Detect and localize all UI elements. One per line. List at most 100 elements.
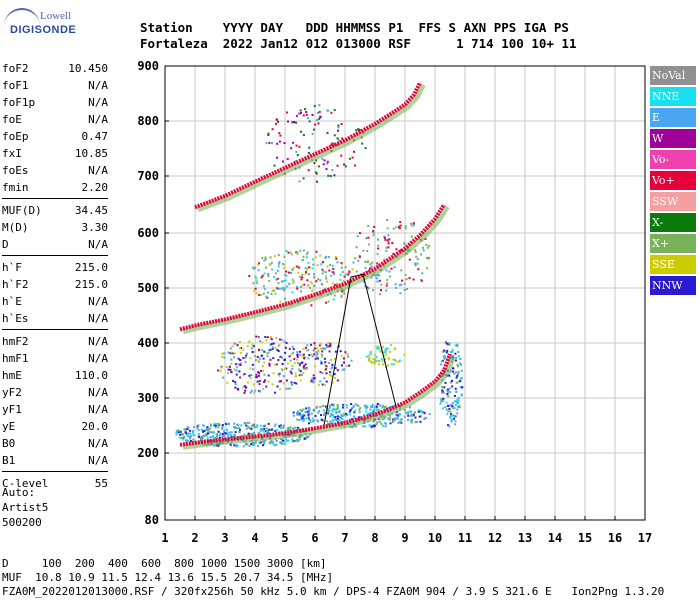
echo-dot	[292, 266, 295, 269]
echo-dot	[310, 353, 313, 356]
param-value: 10.450	[68, 62, 108, 75]
echo-dot	[303, 283, 306, 286]
echo-dot	[399, 413, 402, 416]
echo-dot	[351, 156, 354, 159]
echo-dot	[308, 120, 311, 123]
echo-dot	[369, 408, 372, 411]
echo-dot	[453, 400, 456, 403]
echo-dot	[343, 275, 346, 278]
echo-dot	[225, 366, 228, 368]
echo-dot	[329, 371, 332, 374]
echo-dot	[295, 150, 298, 153]
echo-dot	[327, 256, 330, 258]
echo-dot	[318, 344, 321, 347]
param-row: foEs N/A	[2, 162, 108, 179]
echo-dot	[297, 411, 300, 414]
echo-dot	[271, 346, 274, 349]
echo-dot	[455, 390, 458, 393]
echo-dot	[307, 169, 310, 172]
echo-dot	[382, 424, 385, 427]
echo-dot	[270, 338, 273, 341]
echo-dot	[285, 270, 288, 273]
echo-dot	[237, 357, 240, 360]
echo-dot	[456, 363, 459, 366]
echo-dot	[271, 428, 274, 431]
echo-dot	[380, 358, 383, 361]
echo-dot	[329, 359, 332, 361]
echo-dot	[291, 440, 294, 443]
echo-dot	[371, 361, 374, 364]
echo-dot	[277, 282, 280, 285]
muf-line	[323, 273, 397, 426]
echo-dot	[295, 114, 298, 117]
echo-dot	[442, 397, 445, 400]
echo-dot	[358, 408, 361, 411]
echo-dot	[189, 440, 192, 442]
echo-dot	[248, 421, 251, 424]
echo-dot	[305, 368, 307, 371]
echo-dot	[223, 429, 226, 432]
echo-dot	[319, 371, 322, 374]
echo-dot	[390, 363, 393, 366]
echo-dot	[460, 369, 463, 372]
echo-dot	[276, 269, 279, 272]
param-value: N/A	[88, 335, 108, 348]
echo-dot	[315, 280, 318, 283]
echo-dot	[450, 414, 453, 417]
echo-dot	[358, 129, 361, 132]
echo-dot	[306, 268, 308, 271]
echo-dot	[207, 429, 210, 432]
echo-dot	[253, 431, 256, 434]
echo-dot	[398, 359, 401, 362]
echo-dot	[257, 269, 260, 272]
echo-dot	[314, 415, 317, 417]
echo-dot	[283, 340, 286, 343]
echo-dot	[457, 355, 460, 358]
x-tick-label: 9	[401, 531, 408, 545]
echo-dot	[328, 269, 331, 272]
echo-dot	[451, 404, 454, 407]
echo-dot	[281, 442, 284, 445]
echo-dot	[359, 232, 361, 235]
echo-dot	[256, 282, 259, 285]
echo-dot	[317, 122, 320, 125]
echo-dot	[316, 419, 319, 422]
echo-dot	[326, 280, 328, 283]
echo-dot	[236, 387, 239, 390]
echo-dot	[310, 412, 313, 415]
echo-dot	[277, 359, 280, 361]
echo-dot	[400, 283, 403, 286]
echo-dot	[316, 411, 319, 414]
echo-dot	[307, 284, 310, 287]
echo-dot	[237, 363, 240, 366]
echo-dot	[381, 359, 384, 362]
echo-dot	[313, 105, 316, 108]
echo-dot	[307, 406, 310, 409]
echo-dot	[263, 441, 266, 444]
echo-dot	[372, 234, 375, 237]
echo-dot	[223, 352, 226, 355]
echo-dot	[281, 262, 284, 265]
echo-dot	[290, 272, 293, 274]
echo-dot	[202, 424, 205, 427]
echo-dot	[332, 414, 334, 417]
x-tick-label: 10	[428, 531, 442, 545]
echo-dot	[301, 361, 304, 364]
echo-dot	[344, 266, 347, 269]
echo-dot	[327, 408, 330, 411]
echo-dot	[217, 444, 220, 447]
echo-dot	[400, 249, 402, 252]
echo-dot	[316, 119, 319, 122]
legend-item: NNE	[650, 87, 696, 106]
echo-dot	[393, 419, 396, 422]
echo-dot	[456, 374, 459, 377]
echo-dot	[340, 295, 343, 298]
echo-dot	[384, 238, 387, 241]
echo-dot	[270, 441, 273, 443]
echo-dot	[246, 421, 249, 424]
echo-dot	[254, 355, 257, 358]
echo-dot	[276, 349, 279, 351]
echo-dot	[450, 413, 452, 416]
echo-dot	[303, 367, 306, 370]
